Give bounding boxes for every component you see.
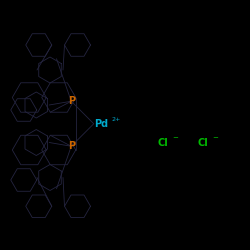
Text: P: P — [68, 141, 75, 151]
Text: P: P — [68, 96, 75, 106]
Text: Pd: Pd — [94, 119, 108, 129]
Text: −: − — [212, 135, 218, 141]
Text: Cl: Cl — [198, 138, 208, 147]
Text: Cl: Cl — [158, 138, 168, 147]
Text: −: − — [172, 135, 178, 141]
Text: 2+: 2+ — [112, 117, 121, 122]
